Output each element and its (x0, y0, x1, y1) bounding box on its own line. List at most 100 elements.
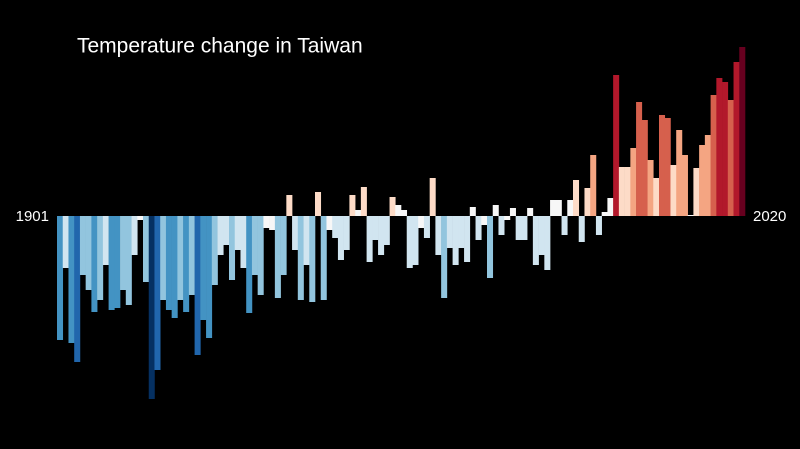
bar (57, 216, 64, 340)
bar (303, 216, 310, 265)
bar (200, 216, 207, 320)
bar (401, 210, 408, 216)
bar (733, 62, 740, 216)
bar (378, 216, 385, 255)
bar (452, 216, 459, 265)
bar (418, 216, 425, 228)
bar (716, 78, 723, 216)
bar (613, 75, 620, 216)
bar (366, 216, 373, 262)
bar (280, 216, 287, 275)
bar (74, 216, 81, 362)
bar (630, 148, 637, 216)
bar (372, 216, 379, 240)
bar (636, 102, 643, 216)
bar (727, 100, 734, 216)
bar (561, 216, 568, 235)
bar (91, 216, 98, 312)
bar (194, 216, 201, 355)
bar (349, 195, 356, 216)
bar (607, 198, 614, 216)
bar (85, 216, 92, 290)
bar (251, 216, 258, 275)
bar (509, 208, 516, 216)
bar (389, 197, 396, 216)
bar (160, 216, 167, 300)
bar (676, 130, 683, 216)
bar (102, 216, 109, 265)
bar (481, 216, 488, 225)
bar (309, 216, 316, 302)
bar (343, 216, 350, 250)
bar (297, 216, 304, 300)
bar (578, 216, 585, 242)
bar (573, 180, 580, 216)
bar (406, 216, 413, 268)
bar (653, 178, 660, 216)
bar (687, 215, 694, 216)
bar (257, 216, 264, 295)
bar (120, 216, 127, 290)
bar (355, 210, 362, 216)
bar (458, 216, 465, 248)
bar (504, 216, 511, 220)
bar (590, 155, 597, 216)
bar (550, 200, 557, 216)
bar (441, 216, 448, 298)
bar (97, 216, 104, 300)
bar (469, 207, 476, 216)
bar (464, 216, 471, 262)
bar (320, 216, 327, 300)
bar (183, 216, 190, 312)
bar (62, 216, 69, 268)
bar (269, 216, 276, 230)
bar (326, 216, 333, 230)
bar (595, 216, 602, 235)
bar (108, 216, 115, 310)
bar (177, 216, 184, 300)
bar (722, 82, 729, 216)
bar (188, 216, 195, 295)
bar (435, 216, 442, 255)
bar (234, 216, 241, 250)
bar (165, 216, 172, 310)
bar (681, 155, 688, 216)
bar (315, 192, 322, 216)
bar (143, 216, 150, 282)
bar (647, 160, 654, 216)
bar (624, 167, 631, 216)
bar (601, 212, 608, 216)
bar (699, 145, 706, 216)
bar (383, 216, 390, 245)
bar (274, 216, 281, 298)
bar (206, 216, 213, 338)
bar (538, 216, 545, 255)
bar (131, 216, 138, 255)
bar (223, 216, 230, 245)
bar (154, 216, 161, 370)
bar (641, 120, 648, 216)
bar (618, 167, 625, 216)
bar (286, 195, 293, 216)
bar (664, 118, 671, 216)
bar (292, 216, 299, 250)
bar (527, 208, 534, 216)
bar (68, 216, 75, 343)
bar (229, 216, 236, 280)
bar (693, 168, 700, 216)
bar (532, 216, 539, 265)
bar (475, 216, 482, 240)
bar (584, 188, 591, 216)
bar (148, 216, 155, 399)
bar (240, 216, 247, 268)
chart-title: Temperature change in Taiwan (77, 35, 363, 58)
bar (412, 216, 419, 265)
x-tick-label: 2020 (753, 208, 786, 225)
bar (670, 165, 677, 216)
bar (246, 216, 253, 313)
bar (217, 216, 224, 255)
bar (710, 95, 717, 216)
x-tick-label: 1901 (16, 208, 49, 225)
bar (521, 216, 528, 240)
